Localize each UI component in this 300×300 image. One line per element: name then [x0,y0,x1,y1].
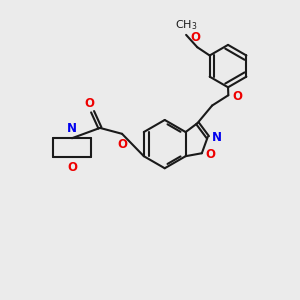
Text: O: O [232,90,242,103]
Text: O: O [118,138,128,151]
Text: O: O [206,148,216,161]
Text: O: O [67,161,77,174]
Text: O: O [191,31,201,44]
Text: CH$_3$: CH$_3$ [175,18,197,32]
Text: O: O [84,97,94,110]
Text: N: N [67,122,77,135]
Text: N: N [212,131,222,144]
